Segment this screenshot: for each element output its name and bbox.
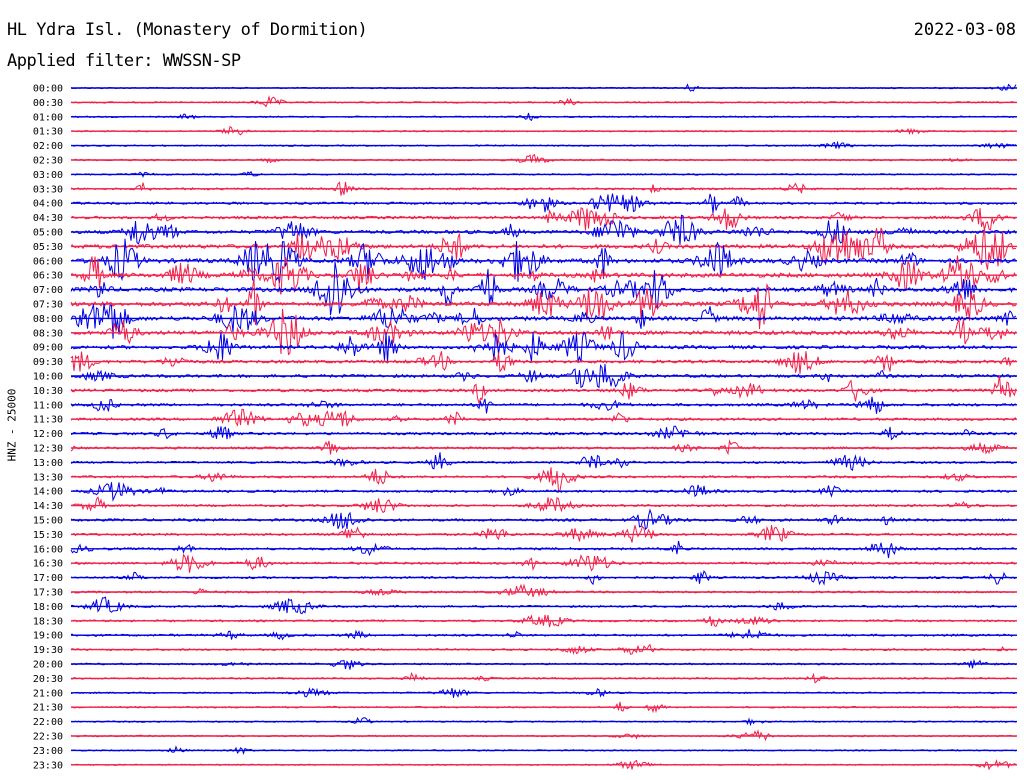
time-tick-label: 12:30 (33, 444, 63, 455)
date-label: 2022-03-08 (913, 20, 1016, 40)
time-tick-label: 07:30 (33, 300, 63, 311)
trace-line (70, 375, 1017, 405)
time-tick-label: 04:00 (33, 199, 63, 210)
time-tick-label: 23:00 (33, 746, 63, 757)
time-tick-label: 16:00 (33, 544, 63, 555)
time-tick-label: 19:30 (33, 645, 63, 656)
time-tick-label: 17:30 (33, 588, 63, 599)
time-tick-label: 07:00 (33, 285, 63, 296)
trace-line (70, 425, 1017, 441)
time-tick-label: 00:30 (33, 98, 63, 109)
time-tick-label: 01:00 (33, 112, 63, 123)
time-tick-label: 09:00 (33, 343, 63, 354)
time-tick-label: 15:30 (33, 530, 63, 541)
time-tick-label: 18:30 (33, 616, 63, 627)
time-tick-label: 03:00 (33, 170, 63, 181)
filter-label: Applied filter: WWSSN-SP (7, 51, 241, 71)
time-tick-label: 11:00 (33, 400, 63, 411)
time-tick-label: 22:30 (33, 732, 63, 743)
time-tick-label: 00:00 (33, 84, 63, 95)
time-tick-label: 03:30 (33, 184, 63, 195)
trace-line (70, 658, 1017, 670)
trace-line (70, 277, 1017, 330)
trace-line (70, 153, 1017, 164)
time-tick-label: 05:30 (33, 242, 63, 253)
time-tick-label: 12:00 (33, 429, 63, 440)
trace-line (70, 452, 1017, 471)
trace-line (71, 496, 1017, 514)
time-tick-label: 02:30 (33, 156, 63, 167)
time-tick-label: 20:00 (33, 660, 63, 671)
time-tick-label: 10:30 (33, 386, 63, 397)
trace-line (70, 467, 1017, 492)
time-tick-label: 21:00 (33, 688, 63, 699)
time-tick-label: 23:30 (33, 760, 63, 771)
time-tick-label: 14:30 (33, 501, 63, 512)
time-tick-label: 06:00 (33, 256, 63, 267)
time-tick-label: 17:00 (33, 573, 63, 584)
time-tick-label: 02:00 (33, 141, 63, 152)
time-tick-label: 09:30 (33, 357, 63, 368)
station-title: HL Ydra Isl. (Monastery of Dormition) (7, 20, 368, 40)
time-tick-label: 14:00 (33, 487, 63, 498)
time-tick-label: 04:30 (33, 213, 63, 224)
time-tick-label: 13:00 (33, 458, 63, 469)
time-tick-label: 20:30 (33, 674, 63, 685)
time-tick-label: 21:30 (33, 703, 63, 714)
time-tick-label: 10:00 (33, 372, 63, 383)
time-tick-label: 22:00 (33, 717, 63, 728)
time-tick-label: 13:30 (33, 472, 63, 483)
time-tick-label: 11:30 (33, 415, 63, 426)
time-tick-label: 01:30 (33, 127, 63, 138)
time-tick-label: 08:30 (33, 328, 63, 339)
time-tick-label: 06:30 (33, 271, 63, 282)
trace-line (70, 261, 1017, 316)
trace-line (70, 214, 1017, 245)
time-tick-label: 05:00 (33, 228, 63, 239)
time-tick-label: 08:00 (33, 314, 63, 325)
time-tick-label: 19:00 (33, 631, 63, 642)
trace-line (70, 226, 1017, 270)
trace-line (70, 308, 1017, 356)
trace-line (70, 583, 1017, 598)
time-tick-label: 16:30 (33, 559, 63, 570)
time-tick-label: 15:00 (33, 516, 63, 527)
trace-line (70, 596, 1017, 615)
trace-line (70, 408, 1017, 427)
trace-line (70, 207, 1017, 231)
time-tick-label: 18:00 (33, 602, 63, 613)
trace-line (70, 351, 1017, 375)
trace-line (70, 629, 1017, 641)
